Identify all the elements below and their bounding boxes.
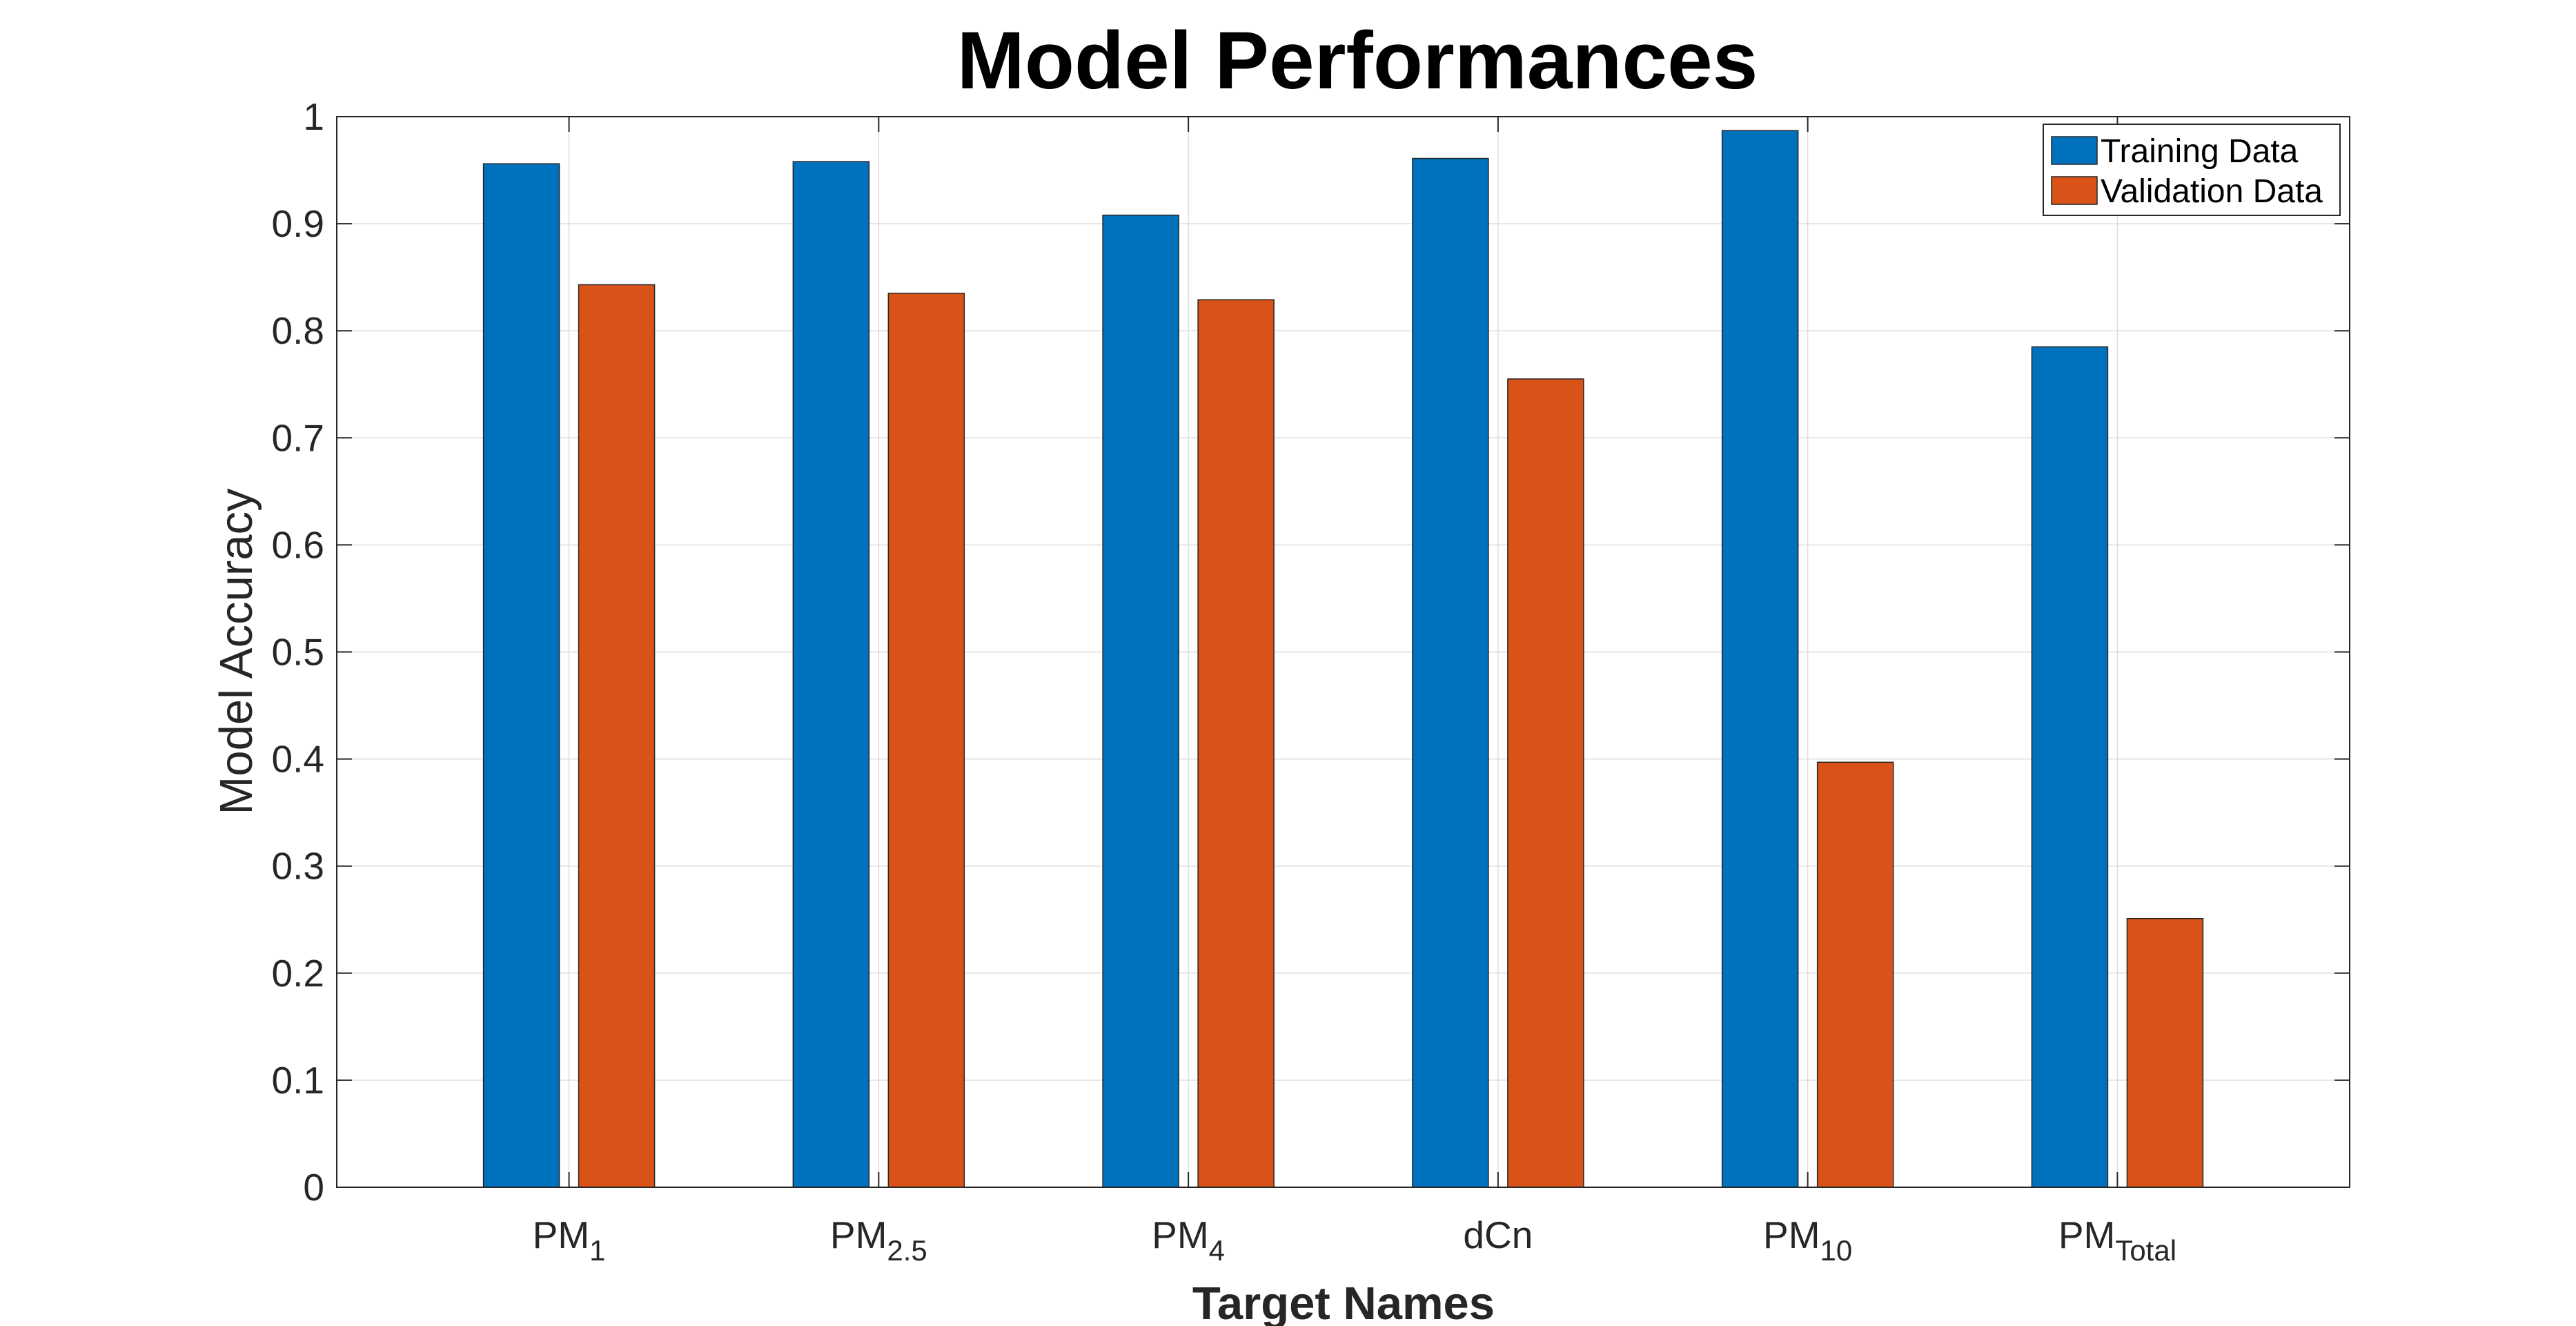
bar-validation <box>1197 299 1275 1188</box>
y-tick-label: 0 <box>303 1166 324 1209</box>
x-tick-label: PM1 <box>533 1213 606 1267</box>
chart-title: Model Performances <box>957 15 1758 106</box>
x-tick-label-base: dCn <box>1463 1213 1533 1256</box>
x-tick-label: PM10 <box>1763 1213 1852 1267</box>
x-tick-label-base: PM <box>2058 1213 2116 1256</box>
bar-validation <box>1816 761 1894 1188</box>
x-tick-label: dCn <box>1463 1213 1533 1256</box>
y-tick-label: 0.6 <box>272 523 324 566</box>
y-tick-label: 0.2 <box>272 952 324 995</box>
y-tick-label: 1 <box>303 95 324 138</box>
bar-validation <box>2126 917 2204 1188</box>
bars <box>482 130 2204 1188</box>
x-tick-label-subscript: Total <box>2115 1234 2176 1267</box>
x-tick-label-subscript: 4 <box>1209 1234 1225 1267</box>
y-tick-label: 0.8 <box>272 309 324 352</box>
y-tick-label: 0.3 <box>272 845 324 888</box>
y-axis-title: Model Accuracy <box>210 488 262 815</box>
bar-training <box>1721 130 1799 1188</box>
legend-swatch-training <box>2051 136 2098 165</box>
bar-validation <box>1507 378 1584 1188</box>
y-tick-label: 0.1 <box>272 1059 324 1102</box>
bar-training <box>2031 346 2109 1188</box>
bar-training <box>1102 214 1179 1188</box>
y-tick-label: 0.9 <box>272 202 324 245</box>
y-tick-labels: 0 0.1 0.2 0.3 0.4 0.5 0.6 0.7 0.8 0.9 1 <box>272 95 324 1209</box>
x-tick-label-subscript: 1 <box>589 1234 605 1267</box>
grid-lines <box>337 117 2350 1187</box>
x-tick-label: PM2.5 <box>830 1213 927 1267</box>
x-tick-label-subscript: 10 <box>1820 1234 1853 1267</box>
bar-training <box>792 161 870 1188</box>
y-tick-label: 0.5 <box>272 631 324 674</box>
legend: Training Data Validation Data <box>2043 124 2341 216</box>
x-tick-label-subscript: 2.5 <box>887 1234 927 1267</box>
x-tick-label-base: PM <box>1152 1213 1209 1256</box>
bar-training <box>482 163 560 1188</box>
legend-swatch-validation <box>2051 176 2098 205</box>
x-axis-title: Target Names <box>1192 1278 1495 1326</box>
x-tick-label-base: PM <box>1763 1213 1820 1256</box>
x-tick-label: PMTotal <box>2058 1213 2176 1267</box>
axis-ticks <box>337 116 2350 1188</box>
x-tick-label-base: PM <box>533 1213 590 1256</box>
bar-validation <box>887 293 965 1188</box>
y-tick-label: 0.7 <box>272 416 324 459</box>
bar-training <box>1412 157 1489 1188</box>
x-tick-labels: PM1 PM2.5 PM4 dCn PM10 PMTotal <box>533 1213 2176 1267</box>
bar-validation <box>578 284 656 1188</box>
legend-label-training: Training Data <box>2101 133 2299 170</box>
x-tick-label: PM4 <box>1152 1213 1225 1267</box>
legend-label-validation: Validation Data <box>2101 173 2323 210</box>
x-tick-label-base: PM <box>830 1213 887 1256</box>
y-tick-label: 0.4 <box>272 738 324 781</box>
